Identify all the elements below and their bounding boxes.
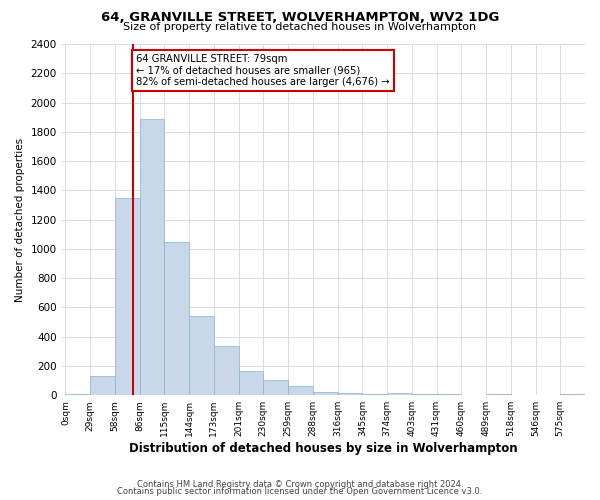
Bar (313, 392, 338, 395)
Bar (164, 242, 189, 395)
Bar (288, 386, 313, 395)
Y-axis label: Number of detached properties: Number of detached properties (15, 138, 25, 302)
Bar (560, 394, 585, 395)
Text: 64, GRANVILLE STREET, WOLVERHAMPTON, WV2 1DG: 64, GRANVILLE STREET, WOLVERHAMPTON, WV2… (101, 11, 499, 24)
Bar (90, 376, 115, 395)
Bar (387, 393, 412, 395)
Text: Contains HM Land Registry data © Crown copyright and database right 2024.: Contains HM Land Registry data © Crown c… (137, 480, 463, 489)
Bar (486, 394, 511, 395)
X-axis label: Distribution of detached houses by size in Wolverhampton: Distribution of detached houses by size … (129, 442, 518, 455)
Bar (437, 394, 461, 395)
Text: Size of property relative to detached houses in Wolverhampton: Size of property relative to detached ho… (124, 22, 476, 32)
Bar (239, 371, 263, 395)
Bar (214, 346, 239, 395)
Bar (362, 394, 387, 395)
Bar (115, 198, 140, 395)
Bar (412, 394, 437, 395)
Text: Contains public sector information licensed under the Open Government Licence v3: Contains public sector information licen… (118, 487, 482, 496)
Text: 64 GRANVILLE STREET: 79sqm
← 17% of detached houses are smaller (965)
82% of sem: 64 GRANVILLE STREET: 79sqm ← 17% of deta… (136, 54, 390, 88)
Bar (140, 118, 164, 395)
Bar (65, 394, 90, 395)
Bar (189, 316, 214, 395)
Bar (338, 393, 362, 395)
Bar (263, 380, 288, 395)
